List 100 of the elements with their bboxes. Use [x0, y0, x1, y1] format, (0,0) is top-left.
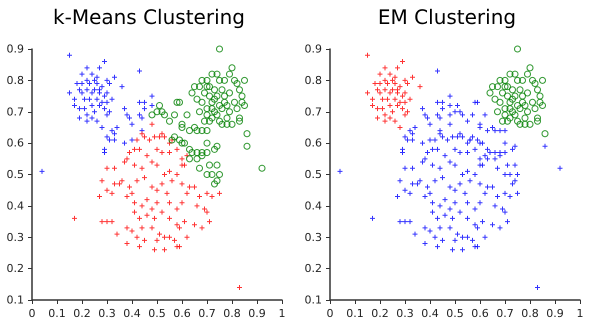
point — [506, 70, 514, 78]
point — [494, 83, 501, 90]
x-tick-label: 0.5 — [446, 307, 464, 320]
point — [506, 114, 514, 122]
point — [514, 46, 521, 52]
y-tick-label: 0.1 — [6, 294, 24, 306]
point — [526, 120, 534, 128]
point — [542, 130, 548, 138]
point — [382, 118, 388, 124]
y-tick-label: 0.8 — [304, 74, 322, 87]
y-tick-label: 0.9 — [304, 42, 322, 56]
x-tick-label: 0.3 — [396, 307, 414, 320]
point — [534, 118, 541, 125]
y-tick-label: 0.2 — [304, 262, 322, 276]
point — [374, 86, 380, 93]
y-tick-label: 0.3 — [304, 230, 322, 244]
x-tick-label: 1 — [576, 307, 584, 320]
point — [504, 83, 511, 90]
x-tick-label: 0.6 — [173, 307, 191, 320]
point — [492, 96, 498, 103]
point — [532, 105, 538, 112]
point — [377, 71, 383, 78]
point — [516, 120, 524, 128]
point — [522, 102, 528, 109]
point — [532, 80, 538, 88]
point — [380, 106, 386, 112]
point — [502, 111, 508, 118]
point — [539, 102, 546, 109]
point — [504, 118, 511, 125]
point — [394, 86, 400, 93]
point — [499, 89, 506, 96]
point — [512, 92, 518, 100]
y-tick-label: 0.4 — [304, 199, 322, 212]
point — [410, 74, 416, 80]
point — [524, 89, 531, 96]
point — [506, 98, 514, 106]
point — [522, 114, 528, 122]
point — [509, 96, 516, 103]
y-tick-label: 0.6 — [304, 136, 322, 150]
point — [526, 64, 534, 72]
point — [494, 108, 501, 116]
y-tick-label: 0.7 — [6, 105, 24, 118]
point — [489, 83, 496, 90]
point — [506, 105, 514, 112]
point — [522, 120, 528, 128]
point — [486, 89, 494, 96]
point — [390, 77, 396, 84]
point — [502, 83, 508, 90]
point — [536, 92, 544, 100]
y-tick-label: 0.2 — [6, 262, 24, 276]
point — [516, 105, 524, 112]
point — [499, 118, 506, 125]
x-tick-label: 0.8 — [521, 307, 539, 320]
chart-title: EM Clustering — [378, 5, 516, 29]
point — [524, 108, 531, 116]
y-tick-label: 0.9 — [6, 42, 24, 56]
y-tick-label: 0.8 — [6, 74, 24, 87]
x-tick-label: 1 — [278, 307, 286, 320]
point — [514, 76, 521, 84]
x-tick-label: 0.7 — [496, 307, 514, 320]
point — [519, 92, 526, 100]
point — [370, 96, 376, 102]
point — [364, 90, 370, 96]
point — [364, 52, 370, 58]
point — [390, 108, 396, 115]
x-tick-label: 0 — [28, 307, 36, 320]
point — [539, 76, 546, 84]
x-tick-label: 0 — [326, 307, 334, 320]
x-tick-label: 0.9 — [546, 307, 564, 320]
point — [534, 114, 541, 122]
point — [514, 102, 521, 109]
x-tick-label: 0.4 — [123, 307, 141, 320]
point — [417, 84, 423, 90]
point — [402, 77, 408, 84]
x-tick-label: 0.8 — [223, 307, 241, 320]
x-tick-label: 0.1 — [346, 307, 364, 320]
point — [402, 90, 408, 96]
point — [512, 70, 518, 78]
x-tick-label: 0.5 — [148, 307, 166, 320]
x-tick-label: 0.9 — [248, 307, 266, 320]
point — [380, 96, 386, 102]
point — [509, 86, 516, 94]
point — [384, 96, 390, 102]
point — [382, 77, 388, 84]
y-tick-label: 0.4 — [6, 199, 24, 212]
point — [382, 64, 388, 71]
point — [394, 64, 400, 71]
point — [496, 98, 504, 106]
point — [402, 99, 408, 106]
point — [534, 86, 541, 94]
point — [502, 105, 508, 112]
y-tick-label: 0.7 — [304, 105, 322, 118]
point — [509, 108, 516, 116]
y-tick-label: 0.5 — [304, 168, 322, 181]
point — [524, 70, 531, 78]
point — [529, 76, 536, 84]
x-tick-label: 0.6 — [471, 307, 489, 320]
chart-title: k-Means Clustering — [53, 5, 245, 29]
y-tick-label: 0.1 — [304, 294, 322, 306]
y-tick-label: 0.6 — [6, 136, 24, 150]
